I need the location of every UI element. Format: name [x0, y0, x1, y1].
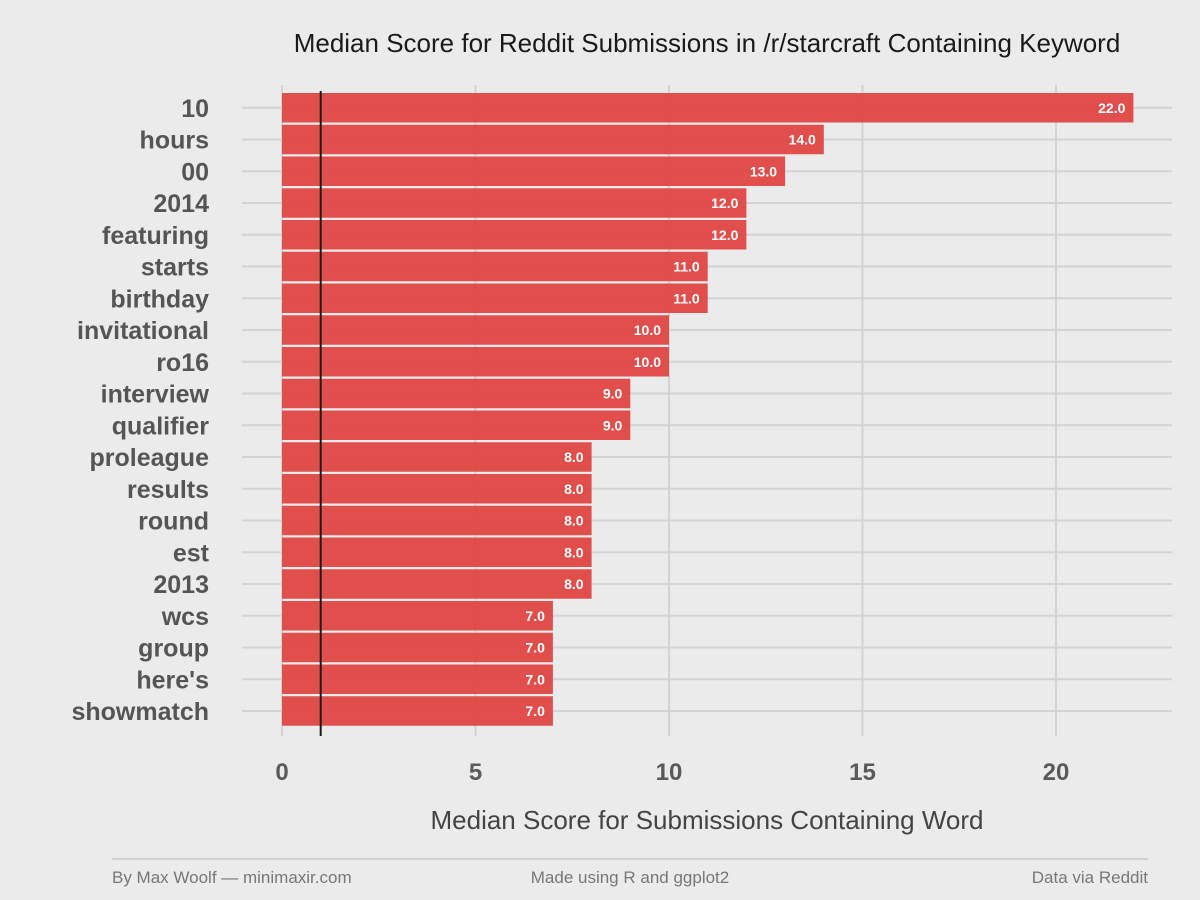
- category-label: 10: [181, 95, 209, 123]
- category-label: qualifier: [112, 412, 210, 440]
- bar-value-label: 10.0: [634, 354, 661, 370]
- bar: [282, 188, 747, 218]
- bar: [282, 220, 747, 250]
- category-label: 2013: [153, 571, 209, 599]
- bar: [282, 378, 631, 409]
- bar-value-label: 8.0: [564, 449, 584, 465]
- bar-value-label: 14.0: [789, 132, 816, 148]
- bar: [282, 696, 553, 726]
- category-label: invitational: [77, 317, 209, 345]
- x-tick-label: 10: [656, 759, 683, 786]
- category-label: featuring: [102, 222, 209, 250]
- bar: [282, 505, 592, 536]
- bar: [282, 283, 708, 313]
- bar: [282, 347, 669, 377]
- category-label: here's: [136, 666, 209, 694]
- bar-value-label: 9.0: [603, 417, 623, 433]
- bar: [282, 569, 592, 599]
- x-tick-label: 15: [849, 759, 876, 786]
- bar: [282, 474, 592, 504]
- category-label: interview: [101, 381, 210, 409]
- bar-value-label: 8.0: [564, 576, 584, 592]
- bar: [282, 315, 669, 345]
- x-tick-label: 20: [1043, 759, 1070, 786]
- bar: [282, 410, 631, 440]
- bar: [282, 632, 553, 663]
- bar-value-label: 12.0: [711, 227, 738, 243]
- bar-value-label: 7.0: [525, 671, 545, 687]
- category-label: wcs: [161, 603, 209, 631]
- bar-value-label: 13.0: [750, 163, 777, 179]
- bar-value-label: 7.0: [525, 640, 545, 656]
- bar-value-label: 8.0: [564, 513, 584, 529]
- category-label: showmatch: [71, 698, 209, 726]
- chart-title: Median Score for Reddit Submissions in /…: [294, 28, 1121, 58]
- x-tick-label: 0: [275, 759, 288, 786]
- category-label: est: [173, 539, 210, 567]
- category-label: results: [127, 476, 209, 504]
- footer-author: By Max Woolf — minimaxir.com: [112, 868, 352, 887]
- bar-value-label: 11.0: [673, 290, 700, 306]
- footer-source: Data via Reddit: [1032, 868, 1149, 887]
- bar: [282, 251, 708, 282]
- bar: [282, 601, 553, 631]
- bar-value-label: 10.0: [634, 322, 661, 338]
- bars: 22.0 14.0 13.0 12.0 12.0 11.0 11.0 10.0 10.0 9.0 9…: [282, 91, 1134, 736]
- bar-value-label: 9.0: [603, 386, 623, 402]
- bar-value-label: 7.0: [525, 703, 545, 719]
- bar-value-label: 12.0: [711, 195, 738, 211]
- x-axis-label: Median Score for Submissions Containing …: [430, 805, 983, 835]
- bar: [282, 93, 1134, 123]
- bar: [282, 156, 786, 186]
- bar: [282, 664, 553, 694]
- bar-value-label: 11.0: [673, 259, 700, 275]
- x-axis-ticks: 0 5 10 15 20: [275, 759, 1069, 786]
- category-label: group: [138, 635, 209, 663]
- category-label: 2014: [153, 190, 209, 218]
- category-label: ro16: [156, 349, 209, 377]
- bar: [282, 537, 592, 567]
- footer-tool: Made using R and ggplot2: [531, 868, 729, 887]
- category-label: starts: [141, 254, 209, 282]
- bar: [282, 442, 592, 472]
- x-tick-label: 5: [469, 759, 482, 786]
- category-label: hours: [140, 127, 209, 155]
- category-label: round: [138, 508, 209, 536]
- bar-value-label: 8.0: [564, 481, 584, 497]
- category-label: birthday: [110, 285, 209, 313]
- category-label: proleague: [90, 444, 210, 472]
- bar-value-label: 8.0: [564, 544, 584, 560]
- category-label: 00: [181, 158, 209, 186]
- bar: [282, 124, 824, 155]
- category-labels: 10 hours 00 2014 featuring starts birthday invi…: [71, 95, 209, 726]
- bar-value-label: 7.0: [525, 608, 545, 624]
- bar-value-label: 22.0: [1098, 100, 1125, 116]
